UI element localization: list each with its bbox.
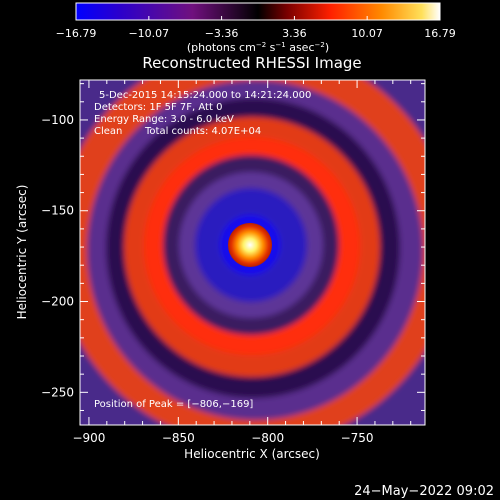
x-axis-label: Heliocentric X (arcsec)	[184, 447, 320, 461]
annotation-detectors: Detectors: 1F 5F 7F, Att 0	[94, 102, 222, 113]
annotation-method: Clean	[94, 126, 122, 137]
y-axis-label: Heliocentric Y (arcsec)	[15, 185, 29, 320]
colorbar-tick-label: −16.79	[56, 27, 97, 40]
annotation-peak-position: Position of Peak = [−806,−169]	[94, 399, 253, 410]
y-tick-label: −100	[41, 113, 74, 127]
colorbar-unit: (photons cm−2 s−1 asec−2)	[187, 41, 329, 54]
x-tick-label: −800	[251, 431, 284, 445]
colorbar-tick-label: 3.36	[282, 27, 307, 40]
footer-date: 24−May−2022 09:02	[354, 484, 494, 499]
x-tick-label: −850	[162, 431, 195, 445]
x-tick-label: −750	[341, 431, 374, 445]
colorbar-ticks: −16.79 −10.07 −3.36 3.36 10.07 16.79	[56, 16, 456, 40]
colorbar-tick-label: 16.79	[424, 27, 456, 40]
colorbar-tick-label: −3.36	[205, 27, 239, 40]
x-axis: −900 −850 −800 −750	[72, 80, 412, 445]
chart-title: Reconstructed RHESSI Image	[142, 54, 361, 72]
colorbar-gradient	[75, 2, 441, 21]
colorbar-tick-label: −10.07	[128, 27, 169, 40]
x-tick-label: −900	[72, 431, 105, 445]
plot-frame	[79, 79, 426, 426]
annotation-counts: Total counts: 4.07E+04	[144, 126, 261, 137]
colorbar-tick-label: 10.07	[351, 27, 383, 40]
heatmap-peak	[228, 223, 272, 267]
colorbar: −16.79 −10.07 −3.36 3.36 10.07 16.79 (photons…	[56, 2, 456, 54]
annotation-energy: Energy Range: 3.0 - 6.0 keV	[94, 114, 234, 125]
y-axis: −100 −150 −200 −250	[41, 83, 425, 411]
y-tick-label: −250	[41, 385, 74, 399]
heatmap-image: 5-Dec-2015 14:15:24.000 to 14:21:24.000 …	[80, 80, 425, 425]
y-tick-label: −150	[41, 204, 74, 218]
annotation-time-range: 5-Dec-2015 14:15:24.000 to 14:21:24.000	[99, 90, 311, 101]
y-tick-label: −200	[41, 295, 74, 309]
